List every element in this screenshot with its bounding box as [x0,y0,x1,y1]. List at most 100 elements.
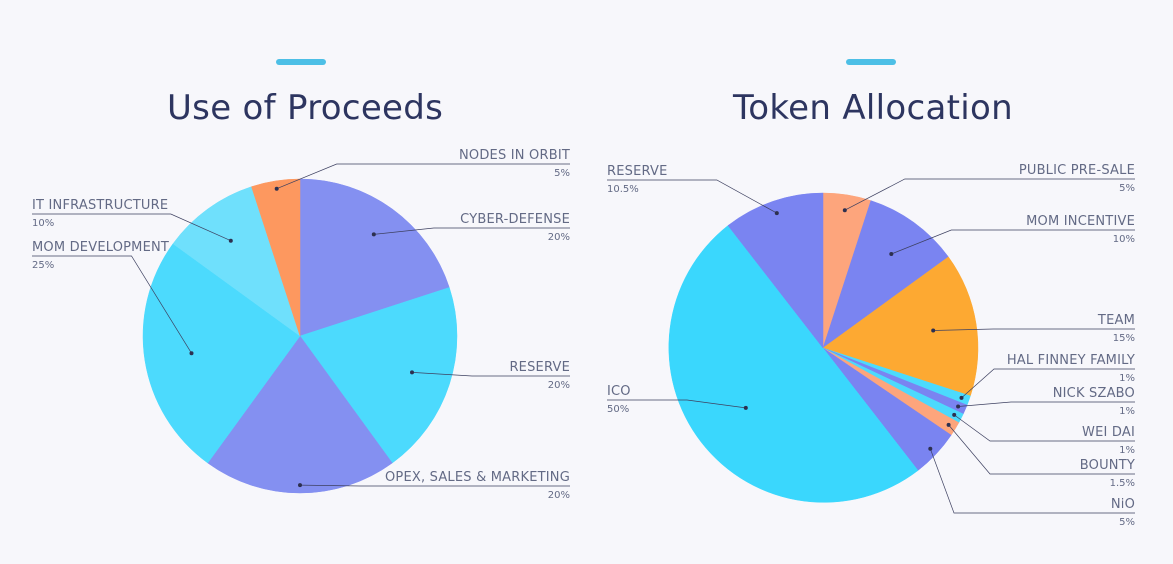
leader-line [891,229,1135,255]
slice-label-text: IT INFRASTRUCTURE [32,198,168,213]
leader-line [844,178,1135,211]
slice-label-nio: NiO 5% [928,446,1135,528]
token-allocation-panel: Token Allocation PUBLIC PRE-SALE 5% MOM IN… [580,0,1173,564]
leader-line [411,372,570,377]
leader-dot [410,370,414,375]
slice-label-text: HAL FINNEY FAMILY [1007,353,1135,368]
pie-slice-it-infrastructure [172,186,301,337]
pie-slice-opex-sales-marketing [207,335,393,494]
leader-dot [959,395,964,400]
leader-dot [931,328,936,333]
slice-label-text: ICO [607,384,631,399]
slice-label-hal-finney-family: HAL FINNEY FAMILY 1% [959,353,1135,400]
slice-label-mom-development: MOM DEVELOPMENT 25% [32,240,194,356]
slice-label-opex-sales-marketing: OPEX, SALES & MARKETING 20% [298,470,570,501]
slice-label-text: RESERVE [509,360,570,375]
slice-value-label: 5% [554,168,570,179]
leader-dot [889,252,894,256]
slice-value-label: 1% [1119,373,1135,384]
leader-line [953,414,1135,442]
leader-dot [774,211,779,216]
slice-value-label: 20% [548,232,570,243]
slice-label-text: OPEX, SALES & MARKETING [385,470,570,485]
pie-slice-ico [668,225,919,503]
pie-labels: PUBLIC PRE-SALE 5% MOM INCENTIVE 10% TEAM 15%… [607,163,1135,528]
leader-line [32,255,192,354]
leader-dot [946,422,951,427]
slice-label-nodes-in-orbit: NODES IN ORBIT 5% [274,148,570,191]
chart-title: Use of Proceeds [167,88,444,128]
slice-label-text: NiO [1111,497,1135,512]
pie-slice-reserve [299,287,458,464]
slice-label-wei-dai: WEI DAI 1% [952,412,1135,456]
pie-slice-mom-development [142,243,301,464]
slice-value-label: 5% [1119,183,1135,194]
slice-value-label: 50% [607,404,629,415]
pie-slices [668,192,979,503]
slice-label-text: CYBER-DEFENSE [460,212,570,227]
slice-label-cyber-defense: CYBER-DEFENSE 20% [371,212,570,243]
slice-label-text: PUBLIC PRE-SALE [1019,163,1135,178]
leader-line [961,368,1135,399]
leader-dot [842,208,847,213]
slice-value-label: 5% [1119,517,1135,528]
slice-label-reserve: RESERVE 20% [410,360,570,391]
slice-label-nick-szabo: NICK SZABO 1% [956,386,1135,417]
leader-line [607,399,746,409]
pie-slices [142,178,458,494]
slice-label-team: TEAM 15% [931,313,1135,344]
pie-slice-team [822,256,979,397]
pie-slice-cyber-defense [299,178,450,337]
slice-value-label: 20% [548,490,570,501]
leader-dot [928,446,933,451]
slice-label-mom-incentive: MOM INCENTIVE 10% [889,214,1135,256]
slice-label-it-infrastructure: IT INFRASTRUCTURE 10% [32,198,233,243]
slice-value-label: 15% [1113,333,1135,344]
use-of-proceeds-panel: Use of Proceeds CYBER-DEFENSE 20% RESERVE 2… [32,59,570,501]
leader-line [299,484,570,487]
leader-line [373,227,570,235]
slice-label-text: WEI DAI [1082,425,1135,440]
pie-slice-reserve [727,192,824,349]
leader-line [929,448,1135,514]
leader-line [32,213,231,242]
leader-dot [371,232,376,237]
accent-bar [846,59,896,65]
leader-line [948,424,1135,475]
leader-line [958,401,1135,407]
slice-value-label: 1.5% [1110,478,1135,489]
slice-label-public-pre-sale: PUBLIC PRE-SALE 5% [842,163,1135,213]
slice-label-ico: ICO 50% [607,384,748,415]
slice-value-label: 1% [1119,406,1135,417]
slice-label-text: MOM INCENTIVE [1026,214,1135,229]
slice-value-label: 10.5% [607,184,639,195]
leader-dot [274,186,279,191]
slice-label-text: BOUNTY [1080,458,1135,473]
slice-label-text: RESERVE [607,164,668,179]
leader-line [607,179,777,214]
slice-label-text: TEAM [1097,313,1135,328]
slice-value-label: 25% [32,260,54,271]
leader-dot [189,351,194,356]
slice-value-label: 10% [1113,234,1135,245]
slice-value-label: 10% [32,218,54,229]
slice-label-reserve: RESERVE 10.5% [607,164,779,216]
pie-slice-mom-incentive [822,200,949,349]
slice-label-text: NICK SZABO [1053,386,1135,401]
slice-value-label: 1% [1119,445,1135,456]
token-allocation-pie: PUBLIC PRE-SALE 5% MOM INCENTIVE 10% TEAM 15%… [607,163,1135,528]
leader-line [276,163,570,190]
leader-dot [743,405,748,410]
chart-title: Token Allocation [733,88,1013,128]
leader-dot [952,412,957,417]
slice-label-text: NODES IN ORBIT [459,148,570,163]
leader-line [933,328,1135,331]
slice-label-bounty: BOUNTY 1.5% [946,422,1135,489]
leader-dot [228,238,233,243]
slice-label-text: MOM DEVELOPMENT [32,240,169,255]
leader-dot [298,483,302,488]
leader-dot [956,404,961,409]
accent-bar [276,59,326,65]
